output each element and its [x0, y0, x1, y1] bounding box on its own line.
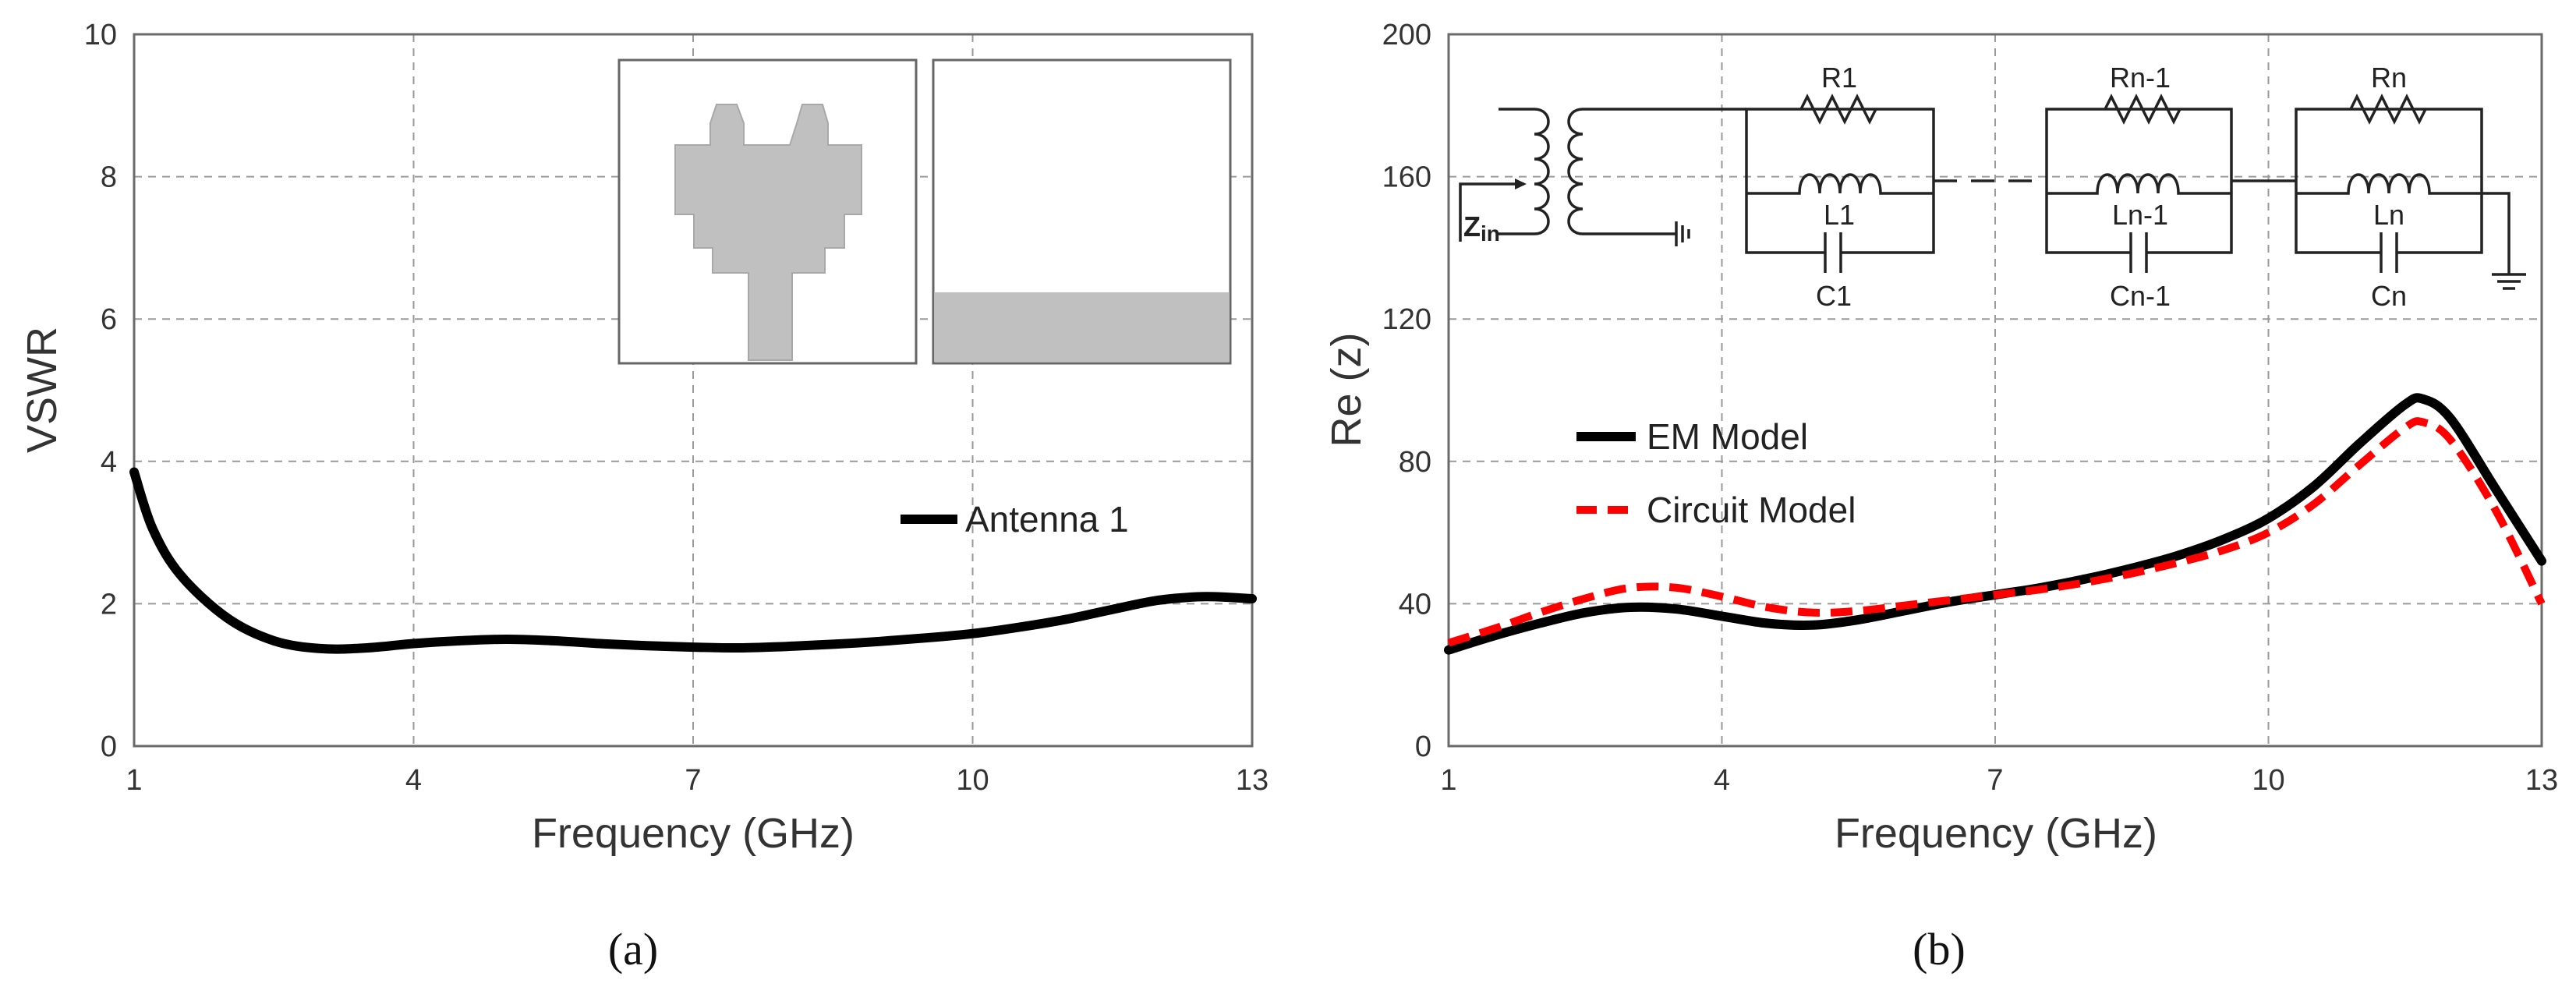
panel-b-x-tick-4: 4: [1714, 764, 1730, 797]
panel-a-x-axis-label: Frequency (GHz): [532, 810, 855, 857]
panel-a-y-tick-2: 2: [101, 588, 117, 621]
zin-label: Zin: [1463, 210, 1500, 246]
label-l1: L1: [1824, 199, 1855, 231]
inductor-ln: [2296, 173, 2482, 195]
panel-a-y-tick-4: 4: [101, 446, 117, 479]
resistor-rn: [2349, 94, 2427, 125]
panel-a-y-axis-label: VSWR: [19, 327, 65, 453]
panel-b-y-tick-40: 40: [1399, 588, 1431, 621]
panel-a-y-tick-10: 10: [84, 19, 117, 51]
panel-b-y-axis-label: Re (z): [1323, 333, 1370, 447]
panel-b-y-tick-200: 200: [1382, 19, 1431, 51]
antenna-top-view-inset: [617, 58, 918, 365]
panel-a-caption: (a): [608, 924, 658, 975]
transformer-icon: [1499, 108, 1746, 246]
label-ln: Ln: [2373, 199, 2404, 231]
rlc-block-n: Rn Ln Cn: [2295, 62, 2483, 312]
label-ln-1: Ln-1: [2112, 199, 2168, 231]
panel-a-y-tick-6: 6: [101, 303, 117, 336]
label-c1: C1: [1816, 280, 1852, 312]
ground-icon-output: [2482, 192, 2526, 290]
series-line-antenna-1: [129, 467, 1257, 654]
panel-a-y-tick-0: 0: [101, 730, 117, 763]
panel-b-y-tick-160: 160: [1382, 161, 1431, 194]
rlc-block-n-1: Rn-1 Ln-1 Cn-1: [2045, 62, 2233, 312]
panel-b-x-tick-7: 7: [1987, 764, 2003, 797]
label-cn: Cn: [2371, 280, 2407, 312]
inductor-l1: [1746, 173, 1934, 195]
panel-b: Zin R1: [1323, 19, 2558, 975]
panel-a-x-tick-4: 4: [405, 764, 422, 797]
panel-a-ticks: 0 2 4 6 8 10 1 4 7 10 13: [84, 19, 1269, 797]
panel-b-legend: EM Model Circuit Model: [1576, 416, 1856, 530]
panel-b-y-tick-0: 0: [1415, 730, 1431, 763]
panel-a-x-tick-7: 7: [685, 764, 701, 797]
ground-plane-shape: [934, 292, 1230, 362]
resistor-rn-1: [2104, 94, 2181, 125]
resistor-r1: [1799, 94, 1877, 125]
legend-label-antenna-1: Antenna 1: [965, 499, 1129, 539]
panel-a-plot-frame: [133, 33, 1254, 748]
panel-b-x-tick-13: 13: [2525, 764, 2558, 797]
rlc-block-1: R1 L1 C1: [1745, 62, 1935, 312]
panel-a: Antenna 1 0 2 4 6 8 10 1 4 7 10 13 Frequency (GHz)…: [19, 19, 1269, 975]
panel-a-legend: Antenna 1: [901, 499, 1129, 539]
label-r1: R1: [1821, 62, 1857, 94]
legend-label-circuit-model: Circuit Model: [1647, 490, 1856, 530]
label-rn-1: Rn-1: [2110, 62, 2171, 94]
label-rn: Rn: [2371, 62, 2407, 94]
series-line-circuit-model: [1447, 417, 2546, 647]
panel-b-ticks: 0 40 80 120 160 200 1 4 7 10 13: [1382, 19, 2559, 797]
zin-port: Zin: [1459, 179, 1527, 246]
panel-a-y-tick-8: 8: [101, 161, 117, 194]
panel-b-x-tick-10: 10: [2252, 764, 2284, 797]
antenna-bottom-view-inset: [932, 58, 1232, 365]
panel-a-x-tick-10: 10: [956, 764, 989, 797]
legend-label-em-model: EM Model: [1647, 416, 1808, 457]
panel-a-x-tick-1: 1: [126, 764, 142, 797]
panel-a-x-tick-13: 13: [1236, 764, 1269, 797]
antenna-patch-shape: [674, 104, 862, 361]
label-cn-1: Cn-1: [2110, 280, 2171, 312]
inductor-ln-1: [2047, 173, 2231, 195]
panel-b-y-tick-120: 120: [1382, 303, 1431, 336]
panel-b-y-tick-80: 80: [1399, 446, 1431, 479]
panel-b-x-axis-label: Frequency (GHz): [1835, 810, 2157, 857]
ground-icon: [1675, 221, 1690, 246]
panel-b-grid: [1449, 34, 2542, 746]
panel-b-caption: (b): [1913, 924, 1966, 975]
panel-b-plot-frame: [1447, 33, 2543, 748]
equivalent-circuit-diagram: Zin R1: [1459, 62, 2526, 312]
panel-b-x-tick-1: 1: [1440, 764, 1456, 797]
